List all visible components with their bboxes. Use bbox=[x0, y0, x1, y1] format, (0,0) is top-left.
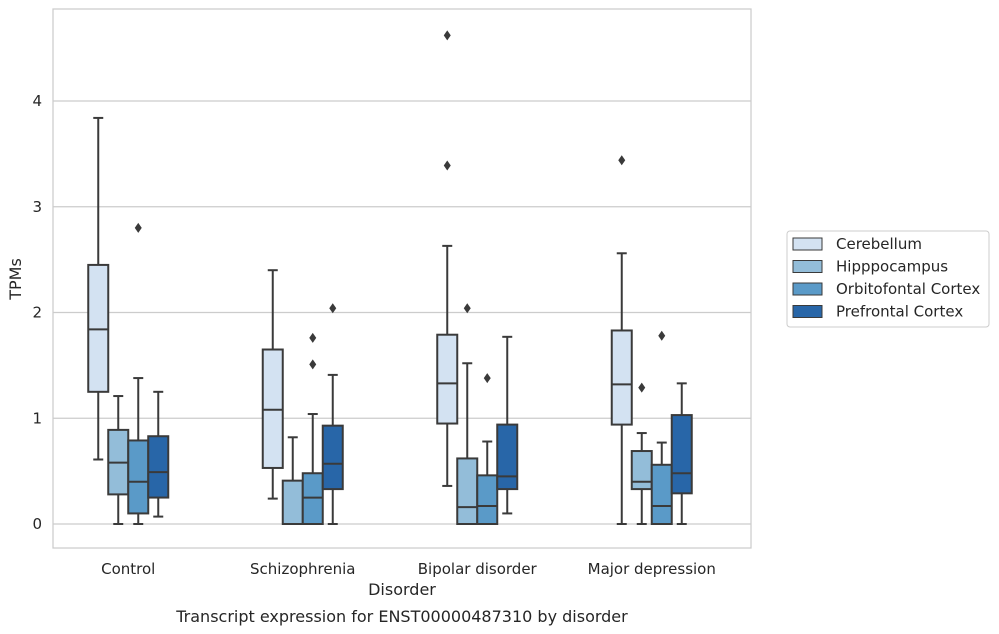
y-tick-label: 2 bbox=[32, 304, 42, 322]
outlier-point bbox=[329, 303, 337, 314]
legend-swatch bbox=[792, 260, 823, 273]
box-body bbox=[127, 439, 150, 515]
outlier-point bbox=[443, 160, 451, 171]
y-axis-label: TPMs bbox=[6, 258, 25, 301]
box-body bbox=[670, 414, 693, 495]
plot-frame bbox=[52, 8, 752, 549]
legend-swatch bbox=[792, 305, 823, 318]
legend-label: Hipppocampus bbox=[836, 258, 948, 276]
y-tick-label: 0 bbox=[32, 515, 42, 533]
legend-label: Orbitofontal Cortex bbox=[836, 280, 980, 298]
box-1-2 bbox=[301, 332, 324, 525]
x-tick-label: Control bbox=[101, 560, 155, 578]
x-tick-label: Bipolar disorder bbox=[418, 560, 538, 578]
box-2-1 bbox=[456, 303, 479, 525]
y-tick-label: 1 bbox=[32, 409, 42, 427]
outlier-point bbox=[483, 373, 491, 384]
outlier-point bbox=[309, 359, 317, 370]
box-body bbox=[630, 450, 653, 491]
box-body bbox=[147, 435, 170, 499]
y-tick-labels: 0 1 2 3 4 bbox=[32, 92, 42, 533]
box-body bbox=[456, 457, 479, 525]
box-2-2 bbox=[476, 373, 499, 526]
box-body bbox=[321, 424, 344, 491]
box-groups bbox=[87, 30, 693, 526]
box-body bbox=[261, 348, 284, 469]
y-tick-label: 4 bbox=[32, 92, 42, 110]
x-tick-label: Major depression bbox=[588, 560, 716, 578]
box-body bbox=[496, 423, 519, 491]
grid-lines bbox=[53, 100, 751, 525]
legend-label: Prefrontal Cortex bbox=[836, 303, 963, 321]
box-body bbox=[301, 472, 324, 525]
x-tick-label: Schizophrenia bbox=[250, 560, 355, 578]
outlier-point bbox=[443, 30, 451, 41]
legend-swatch bbox=[792, 282, 823, 296]
box-body bbox=[650, 463, 673, 525]
y-tick-label: 3 bbox=[32, 198, 42, 216]
chart-caption: Transcript expression for ENST0000048731… bbox=[175, 607, 628, 626]
outlier-point bbox=[638, 382, 646, 393]
legend-label: Cerebellum bbox=[836, 235, 922, 253]
box-body bbox=[281, 479, 304, 525]
box-2-3 bbox=[496, 335, 519, 515]
box-1-3 bbox=[321, 303, 344, 525]
box-3-0 bbox=[610, 155, 633, 525]
box-1-0 bbox=[261, 269, 284, 500]
box-2-0 bbox=[436, 30, 459, 487]
box-body bbox=[87, 263, 110, 393]
legend-frame bbox=[786, 230, 990, 328]
box-0-1 bbox=[107, 395, 130, 525]
box-3-3 bbox=[670, 382, 693, 525]
outlier-point bbox=[463, 303, 471, 314]
x-tick-labels: Control Schizophrenia Bipolar disorder Majo… bbox=[101, 560, 716, 578]
box-3-2 bbox=[650, 330, 673, 525]
box-0-3 bbox=[147, 390, 170, 518]
box-body bbox=[610, 329, 633, 426]
outlier-point bbox=[309, 332, 317, 343]
box-0-0 bbox=[87, 116, 110, 461]
box-1-1 bbox=[281, 436, 304, 525]
outlier-point bbox=[134, 222, 142, 233]
box-body bbox=[476, 474, 499, 526]
legend-swatch bbox=[792, 237, 823, 251]
outlier-point bbox=[658, 330, 666, 341]
legend: Cerebellum Hipppocampus Orbitofontal Corte… bbox=[786, 230, 990, 328]
x-axis-label: Disorder bbox=[368, 580, 436, 599]
outlier-point bbox=[618, 155, 626, 166]
box-body bbox=[436, 333, 459, 425]
